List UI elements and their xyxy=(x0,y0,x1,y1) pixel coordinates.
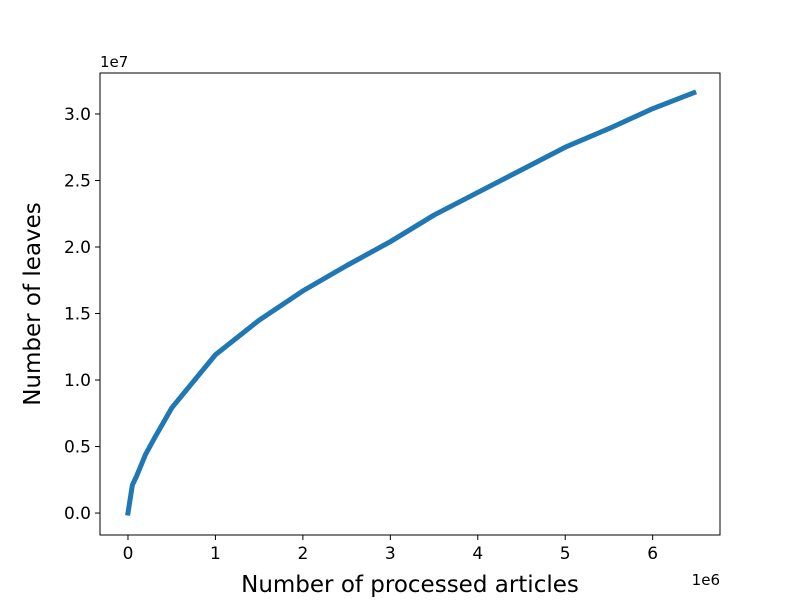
x-tick-label: 0 xyxy=(123,544,134,564)
x-tick-label: 1 xyxy=(210,544,221,564)
x-tick-label: 5 xyxy=(560,544,571,564)
plot-frame xyxy=(99,72,721,536)
x-tick-label: 3 xyxy=(385,544,396,564)
y-tick-label: 2.0 xyxy=(64,238,91,258)
y-tick-label: 1.0 xyxy=(64,371,91,391)
y-tick-label: 2.5 xyxy=(64,171,91,191)
data-line xyxy=(125,89,698,516)
x-tick-label: 2 xyxy=(297,544,308,564)
x-tick-label: 6 xyxy=(647,544,658,564)
y-tick-label: 1.5 xyxy=(64,305,91,325)
y-axis-label: Number of leaves xyxy=(20,202,46,406)
x-offset-label: 1e6 xyxy=(692,571,720,589)
y-tick-label: 0.0 xyxy=(64,504,91,524)
y-offset-label: 1e7 xyxy=(100,53,128,71)
y-tick-label: 3.0 xyxy=(64,105,91,125)
y-tick-label: 0.5 xyxy=(64,438,91,458)
x-axis-label: Number of processed articles xyxy=(241,572,579,598)
x-tick-label: 4 xyxy=(472,544,483,564)
